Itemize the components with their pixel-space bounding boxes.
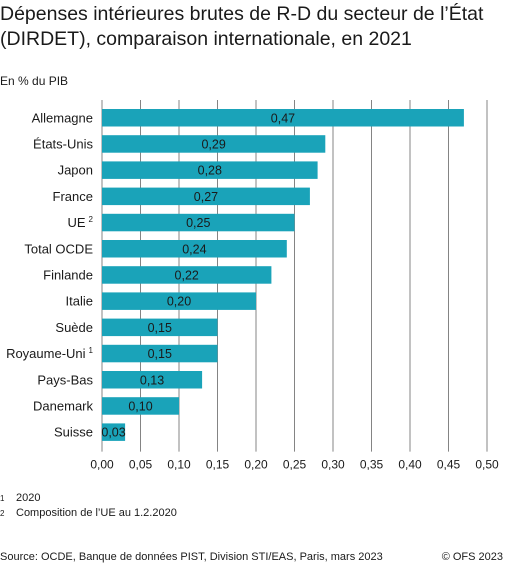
bar: [102, 213, 295, 232]
x-tick-label: 0,05: [129, 458, 153, 472]
category-label: Total OCDE: [24, 241, 93, 256]
footnotes: 1 2020 2 Composition de l’UE au 1.2.2020: [0, 491, 177, 521]
footnote-text: Composition de l’UE au 1.2.2020: [16, 507, 177, 519]
value-label: 0,29: [201, 137, 225, 151]
bar: [102, 266, 272, 284]
value-label: 0,28: [198, 164, 222, 178]
x-tick-label: 0,30: [321, 458, 345, 472]
x-tick-label: 0,50: [475, 458, 499, 472]
source-note: Source: OCDE, Banque de données PIST, Di…: [0, 551, 383, 563]
footnote-2: 2 Composition de l’UE au 1.2.2020: [0, 506, 177, 521]
value-label: 0,20: [167, 295, 191, 309]
bar: [102, 344, 218, 363]
category-label: Suède: [55, 320, 93, 335]
category-label: France: [53, 189, 93, 204]
x-tick-label: 0,40: [398, 458, 422, 472]
bar-chart: 0,00 0,05 0,10 0,15 0,20 0,25 0,30 0,35 0,40 0,45…: [6, 100, 499, 472]
x-tick-label: 0,45: [437, 458, 461, 472]
x-tick-label: 0,00: [90, 458, 114, 472]
category-label: Finlande: [43, 267, 93, 282]
value-label: 0,22: [175, 268, 199, 282]
value-label: 0,27: [194, 190, 218, 204]
footnote-1: 1 2020: [0, 491, 177, 506]
value-label: 0,24: [182, 242, 206, 256]
x-tick-label: 0,15: [206, 458, 230, 472]
value-label: 0,25: [186, 216, 210, 230]
value-label: 0,13: [140, 373, 164, 387]
x-tick-label: 0,20: [244, 458, 268, 472]
footnote-text: 2020: [16, 492, 41, 504]
category-label: Allemagne: [32, 110, 93, 125]
category-label: Suisse: [54, 425, 93, 440]
value-label: 0,03: [101, 426, 125, 440]
footnote-number: 2: [0, 509, 5, 518]
x-tick-label: 0,35: [360, 458, 384, 472]
category-label: Royaume-Uni 1: [6, 346, 93, 361]
bar: [102, 318, 218, 337]
bar: [102, 240, 287, 258]
x-tick-label: 0,10: [167, 458, 191, 472]
bar: [102, 397, 179, 415]
value-label: 0,47: [271, 111, 295, 125]
footnote-number: 1: [0, 494, 5, 503]
value-label: 0,15: [148, 347, 172, 361]
footnote-ref: 1: [89, 346, 94, 355]
footnote-ref: 2: [89, 215, 94, 224]
value-label: 0,15: [148, 321, 172, 335]
value-label: 0,10: [128, 399, 152, 413]
bar: [102, 161, 318, 179]
chart-title: Dépenses intérieures brutes de R-D du se…: [0, 3, 484, 50]
category-label: UE 2: [67, 215, 93, 230]
bar: [102, 292, 256, 310]
copyright: © OFS 2023: [441, 551, 503, 563]
bar: [102, 135, 326, 153]
unit-label: En % du PIB: [0, 74, 69, 88]
category-label: États-Unis: [33, 136, 93, 151]
category-label: Pays-Bas: [37, 372, 93, 387]
bar: [102, 187, 310, 206]
category-label: Danemark: [33, 398, 93, 413]
x-tick-label: 0,25: [283, 458, 307, 472]
bar: [102, 371, 203, 389]
category-label: Italie: [66, 294, 93, 309]
bar: [102, 423, 126, 441]
bar: [102, 109, 464, 127]
category-label: Japon: [58, 163, 93, 178]
